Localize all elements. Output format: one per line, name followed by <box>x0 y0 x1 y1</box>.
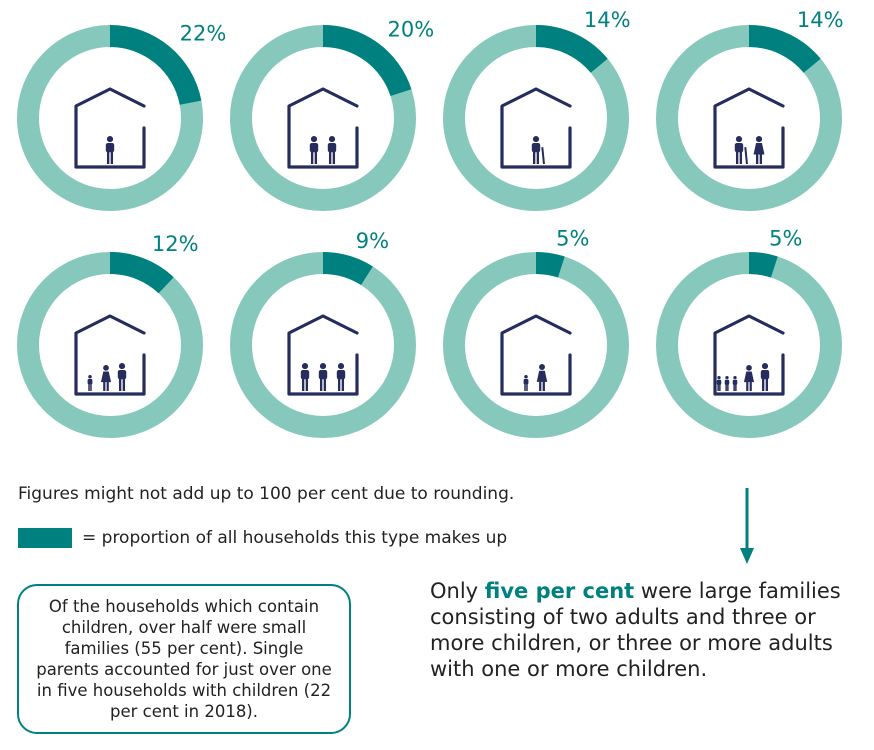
percentage-label: 5% <box>556 226 589 250</box>
donut-segment <box>110 252 174 294</box>
legend-swatch <box>18 528 72 548</box>
donut-segment <box>110 25 202 105</box>
summary-after: were large families consisting of two ad… <box>430 579 841 681</box>
summary-before: Only <box>430 579 485 603</box>
donut-ring <box>17 252 203 438</box>
donut-4: 14% <box>656 8 844 211</box>
percentage-label: 14% <box>797 8 844 32</box>
legend-text: = proportion of all households this type… <box>82 528 508 548</box>
legend: = proportion of all households this type… <box>18 528 507 548</box>
percentage-label: 22% <box>180 22 227 46</box>
summary-highlight: five per cent <box>484 579 635 603</box>
down-arrow-icon <box>740 488 754 564</box>
donut-segment <box>536 25 608 73</box>
donut-3: 14% <box>443 8 631 211</box>
donut-7: 5% <box>443 226 629 438</box>
callout-text: Of the households which contain children… <box>36 597 332 721</box>
percentage-label: 12% <box>152 232 199 256</box>
percentage-label: 5% <box>769 226 802 250</box>
donut-ring <box>656 252 842 438</box>
children-callout-box: Of the households which contain children… <box>17 584 351 734</box>
donut-charts: 22% 20% 14% 14% 12% 9% 5% 5% <box>17 8 844 438</box>
donut-6: 9% <box>230 229 416 438</box>
rounding-note: Figures might not add up to 100 per cent… <box>18 484 515 504</box>
donut-segment <box>323 252 373 286</box>
single-adult-house-icon <box>74 87 146 169</box>
donut-8: 5% <box>656 226 842 438</box>
percentage-label: 9% <box>356 229 389 253</box>
donut-segment <box>536 252 565 278</box>
single-pensioner-house-icon <box>500 87 572 169</box>
donut-segment <box>323 25 412 97</box>
donut-5: 12% <box>17 232 203 438</box>
donut-segment <box>749 25 821 73</box>
large-family-house-icon <box>713 314 785 396</box>
single-parent-house-icon <box>500 314 572 396</box>
donut-2: 20% <box>230 18 435 211</box>
two-adults-child-house-icon <box>74 314 146 396</box>
donut-ring <box>443 252 629 438</box>
percentage-label: 20% <box>388 18 435 42</box>
two-adults-house-icon <box>287 87 359 169</box>
percentage-label: 14% <box>584 8 631 32</box>
three-adults-house-icon <box>287 314 359 396</box>
donut-ring <box>230 252 416 438</box>
large-families-summary: Only five per cent were large families c… <box>430 578 860 682</box>
donut-1: 22% <box>17 22 227 211</box>
donut-segment <box>749 252 778 278</box>
two-pensioners-house-icon <box>713 87 785 169</box>
